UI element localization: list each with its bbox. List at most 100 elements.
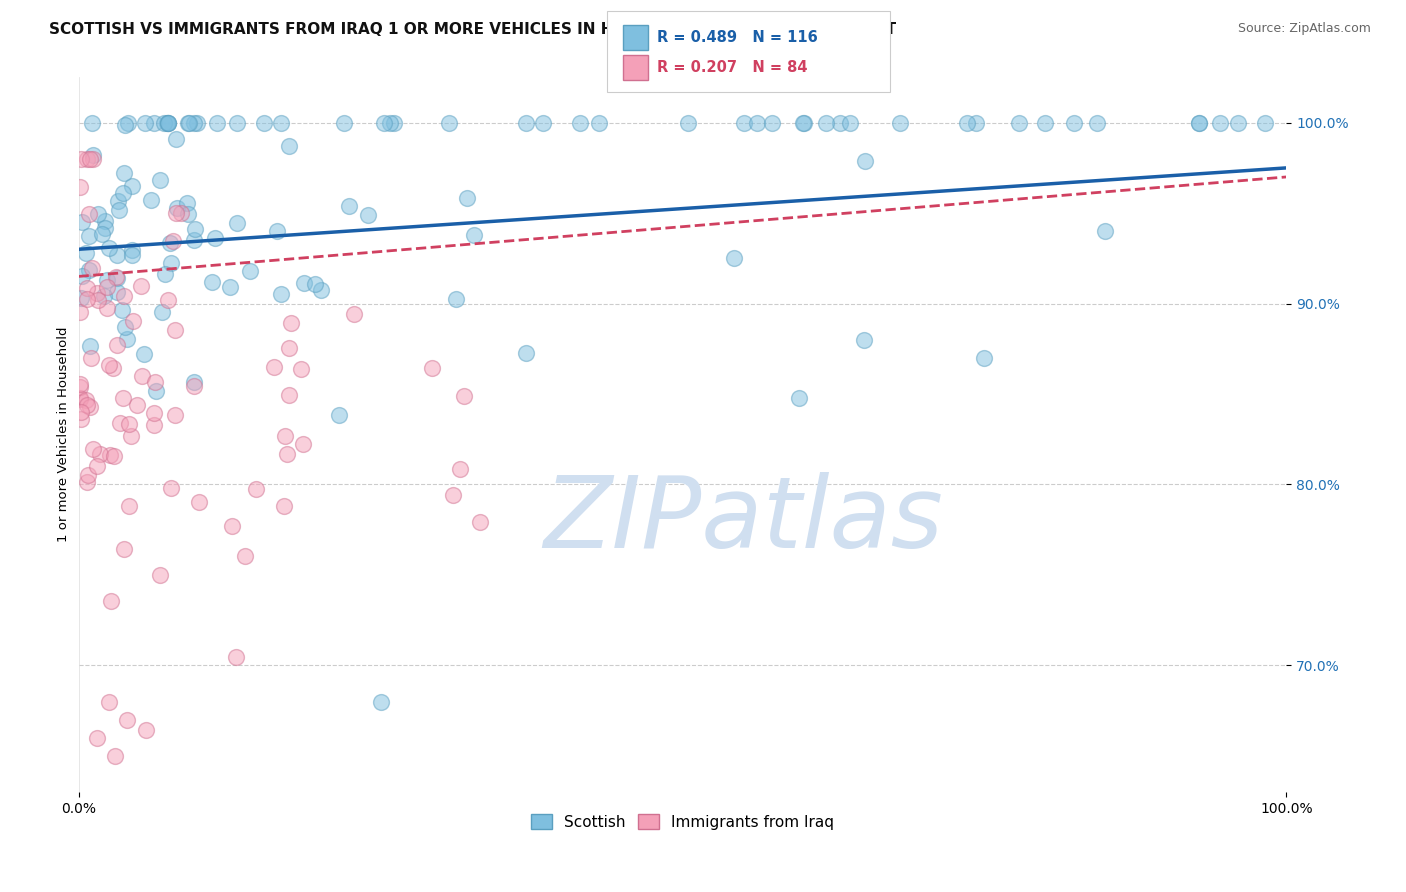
Point (453, 389, 475, 403)
Point (290, 361, 312, 376)
Point (114, 320, 136, 334)
Point (77, 207, 100, 221)
Point (97, 358, 120, 372)
Point (1063, 116, 1085, 130)
Point (183, 233, 205, 247)
Point (179, 116, 201, 130)
Point (239, 264, 262, 278)
Point (157, 116, 180, 130)
Point (839, 116, 862, 130)
Point (761, 116, 783, 130)
Point (245, 482, 267, 496)
Point (157, 116, 180, 130)
Point (1209, 116, 1232, 130)
Point (165, 323, 187, 337)
Point (156, 116, 179, 130)
Point (117, 116, 139, 130)
Point (378, 116, 401, 130)
Point (112, 391, 135, 405)
Point (79, 152, 101, 166)
Point (80, 351, 103, 365)
Point (468, 516, 491, 530)
Point (273, 500, 295, 514)
Point (69, 405, 91, 419)
Point (156, 116, 179, 130)
Point (121, 179, 143, 194)
Point (723, 252, 745, 266)
Point (94, 220, 117, 235)
Text: Source: ZipAtlas.com: Source: ZipAtlas.com (1237, 22, 1371, 36)
Point (77, 229, 100, 244)
Point (89, 447, 111, 461)
Point (149, 567, 172, 582)
Point (515, 116, 537, 130)
Point (80, 260, 103, 275)
Point (149, 172, 172, 186)
Point (792, 116, 814, 130)
Point (382, 116, 405, 130)
Text: R = 0.207   N = 84: R = 0.207 N = 84 (657, 61, 807, 76)
Point (733, 116, 755, 130)
Point (72, 215, 94, 229)
Point (69, 305, 91, 319)
Point (176, 207, 198, 221)
Point (112, 166, 135, 180)
Point (280, 317, 302, 331)
Point (69, 377, 91, 392)
Point (96, 273, 118, 287)
Point (204, 231, 226, 245)
Point (441, 488, 464, 502)
Point (121, 248, 143, 262)
Point (143, 116, 166, 130)
Point (201, 276, 224, 290)
Point (273, 429, 295, 443)
Point (112, 542, 135, 557)
Text: R = 0.489   N = 116: R = 0.489 N = 116 (657, 30, 817, 45)
Point (205, 116, 228, 130)
Point (86, 285, 108, 300)
Point (82, 148, 104, 162)
Point (75, 246, 97, 260)
Point (183, 116, 205, 130)
Point (270, 287, 292, 301)
Legend: Scottish, Immigrants from Iraq: Scottish, Immigrants from Iraq (526, 810, 839, 834)
Point (588, 116, 610, 130)
Point (77, 263, 100, 277)
Point (176, 196, 198, 211)
Point (105, 338, 128, 352)
Point (373, 116, 395, 130)
Point (270, 116, 292, 130)
Point (446, 293, 468, 307)
Point (104, 748, 127, 763)
Point (135, 723, 157, 737)
Point (277, 139, 299, 153)
Point (76, 281, 98, 295)
Point (115, 713, 138, 727)
Point (100, 594, 122, 608)
Point (463, 227, 485, 242)
Point (328, 409, 350, 423)
Point (122, 314, 145, 328)
Point (973, 351, 995, 365)
Point (86, 458, 108, 473)
Point (91, 227, 114, 241)
Point (107, 202, 129, 217)
Point (1188, 116, 1211, 130)
Point (1254, 116, 1277, 130)
Point (221, 519, 243, 533)
Point (1227, 116, 1250, 130)
Point (70, 291, 93, 305)
Point (76, 475, 98, 489)
Point (177, 116, 200, 130)
Point (456, 191, 478, 205)
Point (955, 116, 977, 130)
Point (159, 256, 181, 270)
Point (79, 400, 101, 414)
Point (112, 288, 135, 302)
Point (98, 241, 121, 255)
Point (166, 131, 188, 145)
Point (121, 243, 143, 257)
Point (357, 207, 380, 221)
Point (188, 495, 211, 509)
Point (70, 268, 93, 283)
